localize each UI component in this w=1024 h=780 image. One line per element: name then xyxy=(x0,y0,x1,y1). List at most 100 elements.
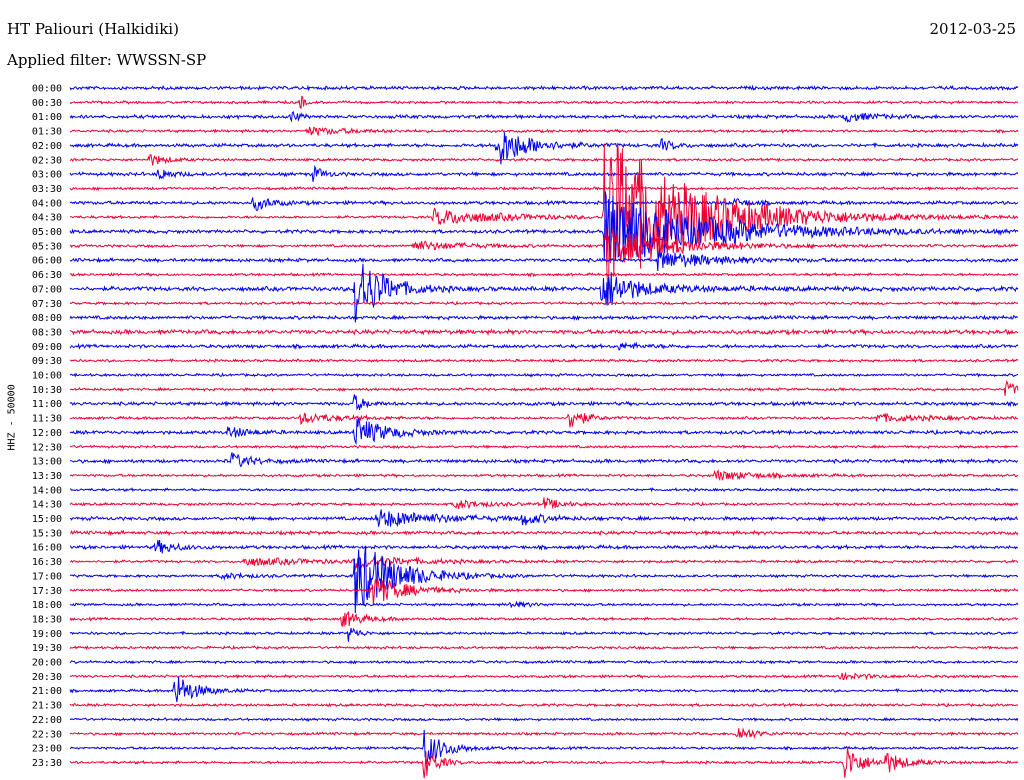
trace-line xyxy=(69,126,1019,137)
row-time-label: 14:30 xyxy=(32,500,62,511)
trace-line xyxy=(69,540,1019,554)
trace-line xyxy=(69,676,1019,703)
row-time-label: 21:30 xyxy=(32,701,62,712)
row-time-label: 11:00 xyxy=(32,399,62,410)
trace-line xyxy=(69,627,1019,642)
row-time-label: 13:30 xyxy=(32,471,62,482)
row-time-label: 10:00 xyxy=(32,371,62,382)
row-time-label: 17:00 xyxy=(32,571,62,582)
row-time-label: 10:30 xyxy=(32,385,62,396)
row-time-label: 12:00 xyxy=(32,428,62,439)
row-time-label: 18:30 xyxy=(32,614,62,625)
station-title: HT Paliouri (Halkidiki) xyxy=(7,20,179,38)
row-time-label: 06:00 xyxy=(32,256,62,267)
trace-line xyxy=(69,746,1019,779)
row-time-label: 09:00 xyxy=(32,342,62,353)
row-time-label: 15:30 xyxy=(32,528,62,539)
trace-line xyxy=(69,249,1019,272)
trace-line xyxy=(69,300,1019,306)
trace-line xyxy=(69,529,1019,537)
trace-line xyxy=(69,394,1019,411)
trace-line xyxy=(69,228,1019,266)
row-time-label: 08:30 xyxy=(32,327,62,338)
trace-line xyxy=(69,314,1019,321)
row-time-label: 19:00 xyxy=(32,629,62,640)
row-time-label: 08:00 xyxy=(32,313,62,324)
trace-line xyxy=(69,328,1019,337)
trace-line xyxy=(69,412,1019,428)
trace-line xyxy=(69,729,1019,765)
row-time-label: 22:30 xyxy=(32,729,62,740)
trace-line xyxy=(69,132,1019,165)
row-time-label: 01:00 xyxy=(32,112,62,123)
trace-line xyxy=(69,509,1019,528)
trace-line xyxy=(69,84,1019,92)
row-time-label: 00:00 xyxy=(32,84,62,95)
trace-line xyxy=(69,191,1019,262)
row-time-label: 02:30 xyxy=(32,155,62,166)
row-time-label: 04:30 xyxy=(32,213,62,224)
trace-line xyxy=(69,545,1019,614)
trace-line xyxy=(69,197,1019,212)
trace-line xyxy=(69,497,1019,510)
trace-line xyxy=(69,716,1019,722)
row-time-label: 22:00 xyxy=(32,715,62,726)
trace-line xyxy=(69,341,1019,351)
row-time-label: 18:00 xyxy=(32,600,62,611)
trace-line xyxy=(69,418,1019,445)
trace-line xyxy=(69,702,1019,708)
row-time-label: 07:00 xyxy=(32,284,62,295)
trace-line xyxy=(69,372,1019,378)
row-time-label: 16:30 xyxy=(32,557,62,568)
row-time-label: 23:00 xyxy=(32,744,62,755)
row-time-label: 17:30 xyxy=(32,586,62,597)
filter-label: Applied filter: WWSSN-SP xyxy=(7,51,207,69)
trace-line xyxy=(69,452,1019,468)
row-time-label: 19:30 xyxy=(32,643,62,654)
row-time-label: 20:30 xyxy=(32,672,62,683)
row-time-label: 01:30 xyxy=(32,127,62,138)
trace-line xyxy=(69,271,1019,278)
row-time-label: 07:30 xyxy=(32,299,62,310)
trace-line xyxy=(69,671,1019,681)
trace-line xyxy=(69,110,1019,123)
trace-line xyxy=(69,611,1019,627)
row-time-label: 03:00 xyxy=(32,170,62,181)
row-time-label: 06:30 xyxy=(32,270,62,281)
row-time-label: 12:30 xyxy=(32,442,62,453)
trace-line xyxy=(69,95,1019,110)
date-label: 2012-03-25 xyxy=(929,20,1016,38)
row-time-label: 13:00 xyxy=(32,457,62,468)
row-time-label: 03:30 xyxy=(32,184,62,195)
trace-line xyxy=(70,379,1019,396)
trace-line xyxy=(69,644,1019,651)
row-time-label: 14:00 xyxy=(32,485,62,496)
trace-line xyxy=(69,185,1019,192)
trace-line xyxy=(69,487,1019,493)
row-time-label: 21:00 xyxy=(32,686,62,697)
trace-line xyxy=(69,727,1019,739)
trace-line xyxy=(69,357,1019,364)
trace-line xyxy=(69,600,1019,608)
row-time-label: 20:00 xyxy=(32,658,62,669)
trace-line xyxy=(69,577,1019,606)
trace-line xyxy=(70,555,1019,571)
row-time-label: 23:30 xyxy=(32,758,62,769)
trace-line xyxy=(69,469,1019,482)
row-time-label: 05:30 xyxy=(32,241,62,252)
row-time-label: 11:30 xyxy=(32,414,62,425)
trace-line xyxy=(69,154,1019,166)
row-time-label: 16:00 xyxy=(32,543,62,554)
trace-line xyxy=(69,659,1019,665)
row-time-label: 05:00 xyxy=(32,227,62,238)
row-time-label: 09:30 xyxy=(32,356,62,367)
row-time-label: 04:00 xyxy=(32,198,62,209)
trace-line xyxy=(69,164,1019,182)
row-time-label: 00:30 xyxy=(32,98,62,109)
row-time-label: 15:00 xyxy=(32,514,62,525)
trace-line xyxy=(69,142,1019,293)
trace-line xyxy=(69,263,1019,323)
trace-line xyxy=(69,444,1019,450)
row-time-label: 02:00 xyxy=(32,141,62,152)
